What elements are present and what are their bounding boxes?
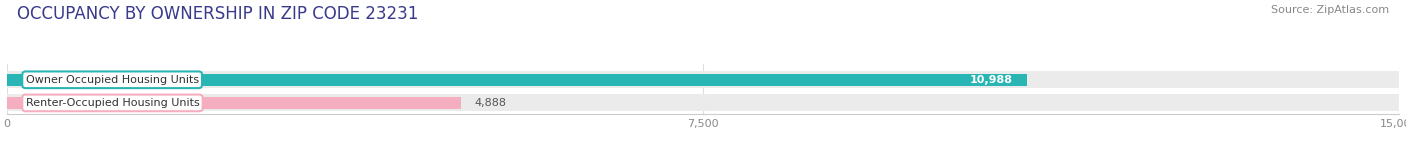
Bar: [7, 71, 1399, 88]
Bar: [7, 97, 461, 109]
Bar: [7, 94, 1399, 111]
Text: Source: ZipAtlas.com: Source: ZipAtlas.com: [1271, 5, 1389, 15]
Text: Renter-Occupied Housing Units: Renter-Occupied Housing Units: [25, 98, 200, 108]
Text: 4,888: 4,888: [475, 98, 506, 108]
Text: 10,988: 10,988: [970, 75, 1012, 85]
Text: OCCUPANCY BY OWNERSHIP IN ZIP CODE 23231: OCCUPANCY BY OWNERSHIP IN ZIP CODE 23231: [17, 5, 418, 23]
Text: Owner Occupied Housing Units: Owner Occupied Housing Units: [25, 75, 198, 85]
Bar: [7, 74, 1026, 86]
